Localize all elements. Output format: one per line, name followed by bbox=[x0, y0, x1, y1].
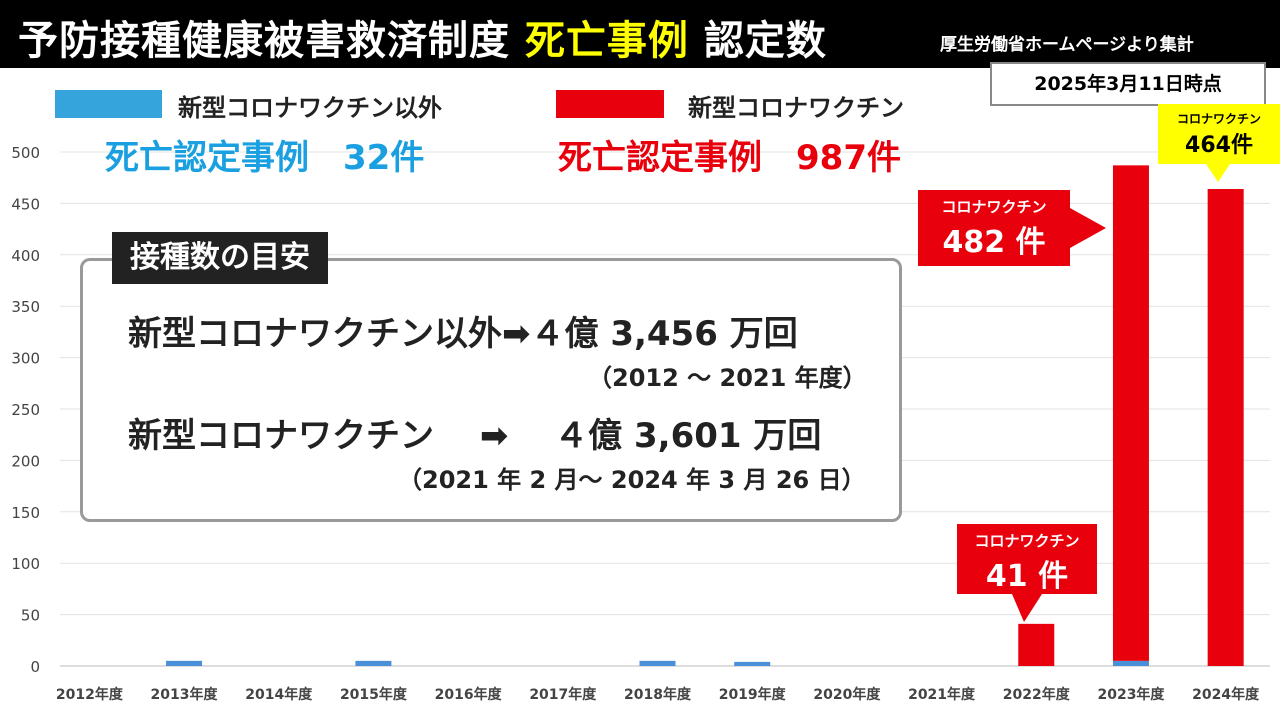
x-tick-label-2021年度: 2021年度 bbox=[908, 686, 976, 703]
x-tick-label-2012年度: 2012年度 bbox=[56, 686, 124, 703]
bar-covid-2023年度 bbox=[1112, 165, 1149, 661]
date-box: 2025年3月11日時点 bbox=[990, 62, 1266, 106]
callout-2023-label: コロナワクチン bbox=[941, 198, 1047, 216]
legend-label-covid: 新型コロナワクチン bbox=[688, 94, 904, 122]
x-tick-label-2022年度: 2022年度 bbox=[1003, 686, 1071, 703]
legend-count-other: 死亡認定事例 32件 bbox=[105, 138, 425, 178]
x-tick-label-2014年度: 2014年度 bbox=[245, 686, 313, 703]
bar-other-2019年度 bbox=[734, 661, 771, 666]
legend-label-other: 新型コロナワクチン以外 bbox=[178, 94, 442, 122]
bar-other-2013年度 bbox=[166, 660, 203, 666]
y-tick-label-100: 100 bbox=[11, 555, 40, 573]
x-tick-label-2020年度: 2020年度 bbox=[813, 686, 881, 703]
bar-other-2015年度 bbox=[355, 660, 392, 666]
callout-2023: コロナワクチン 482 件 bbox=[918, 190, 1070, 266]
x-tick-label-2015年度: 2015年度 bbox=[340, 686, 408, 703]
callout-2024-pointer bbox=[1206, 164, 1230, 182]
y-tick-label-300: 300 bbox=[11, 350, 40, 368]
y-tick-label-350: 350 bbox=[11, 298, 40, 316]
y-tick-label-0: 0 bbox=[30, 658, 40, 676]
y-tick-label-200: 200 bbox=[11, 452, 40, 470]
x-tick-label-2016年度: 2016年度 bbox=[435, 686, 503, 703]
x-tick-label-2018年度: 2018年度 bbox=[624, 686, 692, 703]
y-tick-label-250: 250 bbox=[11, 401, 40, 419]
legend-swatch-other bbox=[55, 90, 162, 118]
info-sub-other: （2012 ～ 2021 年度） bbox=[588, 364, 867, 392]
bar-other-2023年度 bbox=[1112, 660, 1149, 666]
x-tick-label-2023年度: 2023年度 bbox=[1097, 686, 1165, 703]
callout-2022-label: コロナワクチン bbox=[974, 532, 1080, 550]
x-tick-label-2024年度: 2024年度 bbox=[1192, 686, 1260, 703]
y-tick-label-400: 400 bbox=[11, 247, 40, 265]
x-tick-label-2019年度: 2019年度 bbox=[719, 686, 787, 703]
callout-2022-pointer bbox=[1012, 594, 1042, 622]
y-tick-label-500: 500 bbox=[11, 144, 40, 162]
callout-2022: コロナワクチン 41 件 bbox=[957, 524, 1097, 594]
info-box-title: 接種数の目安 bbox=[112, 232, 328, 284]
bar-covid-2024年度 bbox=[1207, 189, 1244, 666]
title-bar: 予防接種健康被害救済制度 死亡事例 認定数 厚生労働省ホームページより集計 bbox=[0, 0, 1280, 68]
title-prefix: 予防接種健康被害救済制度 bbox=[18, 18, 510, 64]
callout-2024-label: コロナワクチン bbox=[1176, 112, 1261, 126]
x-tick-label-2013年度: 2013年度 bbox=[151, 686, 219, 703]
callout-2023-value: 482 件 bbox=[942, 225, 1046, 260]
legend-count-covid: 死亡認定事例 987件 bbox=[558, 138, 901, 178]
y-tick-label-150: 150 bbox=[11, 504, 40, 522]
info-line-other: 新型コロナワクチン以外➡４億 3,456 万回 bbox=[128, 314, 798, 354]
bar-other-2018年度 bbox=[639, 660, 676, 666]
legend-swatch-covid bbox=[556, 90, 664, 118]
x-tick-label-2017年度: 2017年度 bbox=[529, 686, 597, 703]
source-note: 厚生労働省ホームページより集計 bbox=[940, 35, 1194, 55]
vaccination-info-box bbox=[80, 258, 902, 522]
y-tick-label-450: 450 bbox=[11, 195, 40, 213]
page-title: 予防接種健康被害救済制度 死亡事例 認定数 bbox=[18, 8, 827, 66]
title-suffix: 認定数 bbox=[703, 18, 827, 64]
info-line-covid: 新型コロナワクチン ➡ ４億 3,601 万回 bbox=[128, 416, 822, 456]
title-highlight: 死亡事例 bbox=[524, 18, 689, 64]
info-sub-covid: （2021 年 2 月～ 2024 年 3 月 26 日） bbox=[398, 466, 866, 494]
callout-2024-value: 464件 bbox=[1185, 133, 1253, 158]
bar-covid-2022年度 bbox=[1018, 623, 1055, 666]
y-tick-label-50: 50 bbox=[21, 607, 40, 625]
callout-2022-value: 41 件 bbox=[985, 559, 1069, 594]
callout-2023-pointer bbox=[1070, 208, 1106, 248]
callout-2024: コロナワクチン 464件 bbox=[1158, 104, 1280, 164]
